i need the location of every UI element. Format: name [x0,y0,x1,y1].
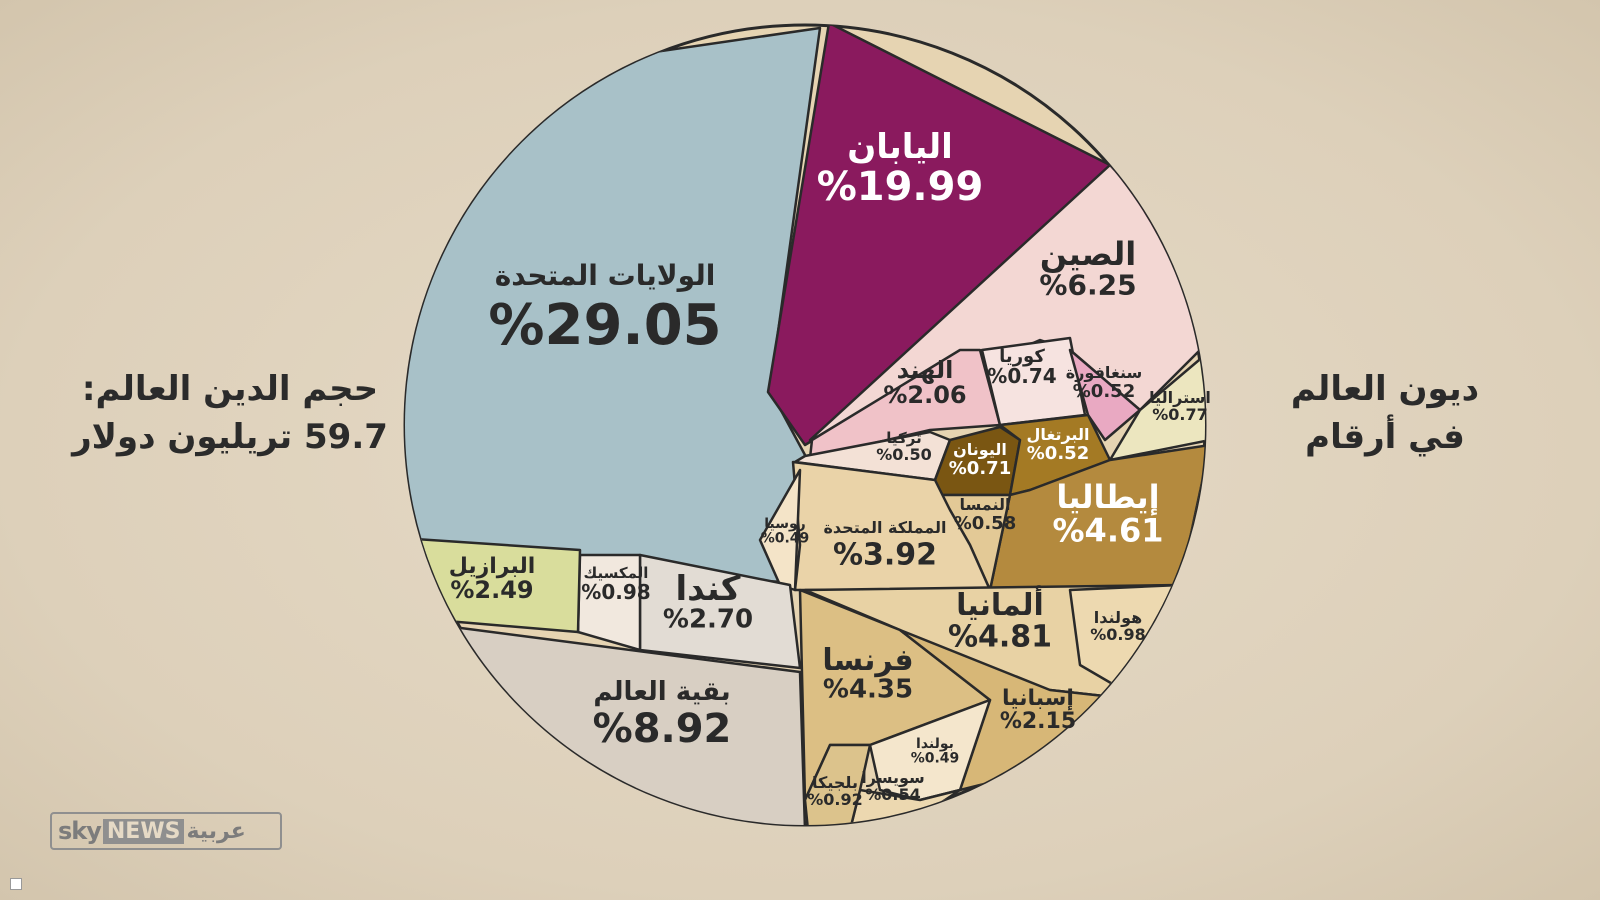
slice-15-name: ألمانيا [956,585,1044,623]
slice-16-name: هولندا [1094,608,1142,627]
slice-5-name: كوريا [999,346,1045,367]
pie-slices [405,25,1205,825]
slice-18-value: %2.15 [1000,709,1076,734]
slice-22-name: كندا [676,569,741,609]
pie-labels: الولايات المتحدة%29.05 اليابان%19.99 الصين… [449,127,1211,809]
total-debt-line2: 59.7 تريليون دولار [72,417,388,457]
slice-10-value: %0.52 [1027,443,1089,464]
slice-12-value: %0.58 [954,513,1016,534]
logo-sky: sky [58,817,102,845]
slice-6 [1068,348,1142,442]
slice-11-name: إيطاليا [1056,478,1159,517]
slice-17-name: فرنسا [822,643,913,678]
sky-news-arabia-logo: sky NEWS عربية [50,812,282,850]
slice-14-value: %0.49 [761,531,810,547]
slice-20-value: %0.54 [865,785,921,804]
slice-6-value: %0.52 [1073,381,1135,402]
slice-19-value: %0.49 [911,751,960,767]
slice-15-value: %4.81 [948,620,1052,655]
slice-17-value: %4.35 [823,674,913,704]
slice-7-value: %0.77 [1152,405,1208,424]
slice-22-value: %2.70 [663,604,753,634]
total-debt-line1: حجم الدين العالم: [81,369,379,409]
slice-20-name: سويسرا [861,768,925,787]
slice-4-value: %2.06 [883,381,966,409]
slice-21 [803,743,872,825]
slice-21-value: %0.92 [807,790,863,809]
slice-2-name: اليابان [847,127,953,167]
headline: ديون العالم في أرقام [1270,365,1500,461]
slice-7 [1108,353,1205,462]
slice-13 [791,460,992,592]
slice-8-name: تركيا [886,429,921,447]
slice-8-value: %0.50 [876,445,932,464]
slice-11-value: %4.61 [1052,512,1163,550]
slice-1-value: %29.05 [488,293,721,358]
slice-1-name: الولايات المتحدة [495,259,716,292]
slice-16-value: %0.98 [1090,625,1146,644]
logo-news: NEWS [102,818,185,844]
slice-24-name: البرازيل [449,554,536,579]
slice-6-name: سنغافورة [1066,363,1142,382]
slice-25-name: بقية العالم [593,677,730,707]
slice-19-name: بولندا [916,736,954,752]
slice-24-value: %2.49 [450,576,533,604]
slice-23-name: المكسيك [584,564,649,582]
slice-7-name: استراليا [1149,388,1211,407]
slice-23-value: %0.98 [581,580,650,604]
slice-18-name: إسبانيا [1002,686,1074,711]
total-debt-caption: حجم الدين العالم: 59.7 تريليون دولار [60,365,400,461]
logo-arabic: عربية [186,818,246,844]
slice-5-value: %0.74 [987,364,1056,388]
headline-line2: في أرقام [1305,417,1465,457]
slice-13-name: المملكة المتحدة [823,518,946,537]
slice-13-value: %3.92 [833,538,937,573]
slice-9-name: اليونان [953,440,1007,459]
slice-14 [758,468,802,592]
corner-marker [10,878,22,890]
slice-4-name: الهند [897,356,954,384]
slice-3-name: الصين [1040,235,1136,273]
slice-14-name: روسيا [764,516,806,532]
slice-3-value: %6.25 [1039,268,1136,301]
slice-2-value: %19.99 [817,164,984,210]
slice-25-value: %8.92 [593,706,732,752]
slice-12-name: النمسا [959,495,1010,514]
slice-10-name: البرتغال [1027,425,1090,444]
slice-9-value: %0.71 [949,458,1011,479]
slice-21-name: بلجيكا [812,773,858,792]
headline-line1: ديون العالم [1290,369,1480,409]
